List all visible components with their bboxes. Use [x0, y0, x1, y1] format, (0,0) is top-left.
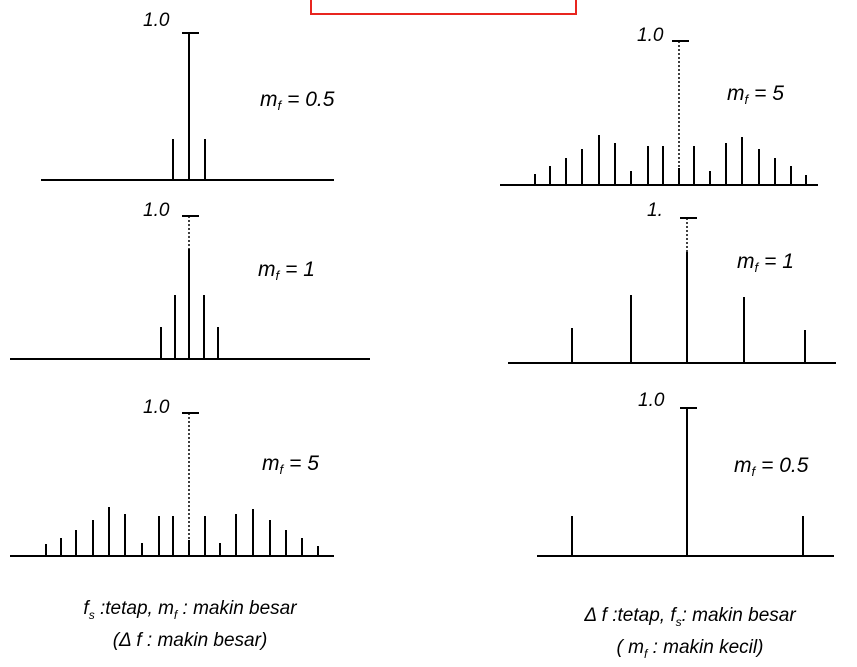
- spectral-lines: [45, 507, 319, 556]
- header-box: [310, 0, 577, 15]
- peak-label: 1.0: [638, 390, 665, 411]
- right-panel-mf-1: 1. mf = 1: [508, 200, 836, 364]
- left-panel-mf-1: 1.0 mf = 1: [10, 200, 370, 360]
- spectral-lines: [571, 408, 804, 556]
- peak-label: 1.: [647, 200, 663, 221]
- spectral-lines: [571, 252, 806, 363]
- mf-label: mf = 5: [262, 452, 319, 477]
- right-panel-mf-5: 1.0 mf = 5: [500, 25, 818, 186]
- peak-label: 1.0: [143, 200, 170, 221]
- left-caption-line2: (Δ f : makin besar): [112, 629, 268, 651]
- peak-label: 1.0: [143, 10, 170, 31]
- mf-label: mf = 0.5: [734, 454, 809, 479]
- peak-label: 1.0: [143, 397, 170, 418]
- right-caption: Δ f :tetap, fs: makin besar ( mf : makin…: [510, 603, 857, 667]
- right-panel-mf-0-5: 1.0 mf = 0.5: [537, 390, 834, 557]
- mf-label: mf = 1: [258, 258, 315, 283]
- mf-label: mf = 1: [737, 250, 794, 275]
- right-caption-line1: Δ f :tetap, fs: makin besar: [584, 605, 796, 629]
- mf-label: mf = 5: [727, 82, 784, 107]
- right-caption-line2: ( mf : makin kecil): [616, 636, 764, 661]
- left-panel-mf-5: 1.0 mf = 5: [10, 397, 334, 557]
- peak-label: 1.0: [637, 25, 664, 46]
- left-caption: fs :tetap, mf : makin besar (Δ f : makin…: [0, 596, 380, 653]
- spectral-lines: [534, 135, 807, 185]
- left-caption-line1: fs :tetap, mf : makin besar: [83, 598, 297, 622]
- left-panel-mf-0-5: 1.0 mf = 0.5: [41, 10, 335, 181]
- mf-label: mf = 0.5: [260, 88, 335, 113]
